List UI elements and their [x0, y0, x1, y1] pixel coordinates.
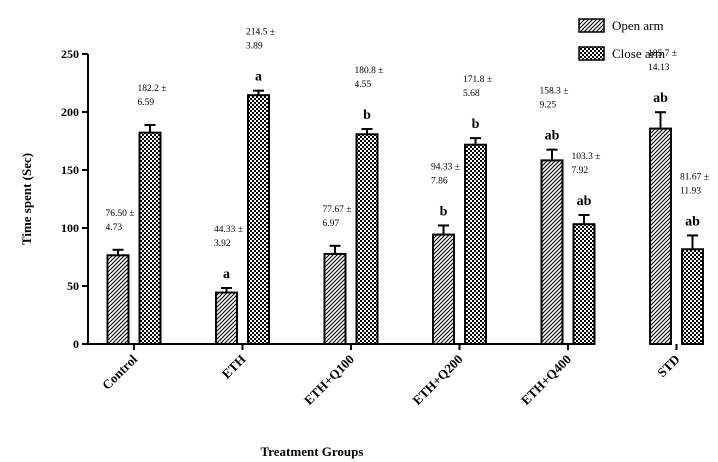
bar [432, 233, 455, 345]
x-tick-label: ETH [219, 352, 249, 382]
significance-label: a [255, 70, 262, 85]
bars [106, 89, 704, 346]
data-error-label: 4.73 [106, 223, 123, 233]
data-value-label: 180.8 ± [355, 66, 384, 76]
significance-label: ab [653, 91, 668, 106]
data-value-label: 158.3 ± [540, 87, 569, 97]
legend-label: Open arm [612, 18, 664, 33]
bar [323, 252, 347, 345]
data-value-label: 76.50 ± [106, 209, 135, 219]
bar [106, 254, 130, 345]
data-error-label: 9.25 [540, 101, 557, 111]
data-error-label: 11.93 [680, 186, 701, 196]
data-value-label: 81.67 ± [680, 172, 709, 182]
data-error-label: 7.92 [572, 166, 589, 176]
y-tick-label: 50 [67, 279, 79, 293]
data-value-label: 214.5 ± [246, 28, 275, 38]
data-value-label: 94.33 ± [431, 162, 460, 172]
data-value-label: 103.3 ± [572, 152, 601, 162]
bar [138, 131, 162, 345]
x-tick-label: ETH+Q400 [518, 352, 574, 408]
significance-label: b [440, 204, 448, 219]
significance-label: b [363, 108, 371, 123]
data-error-label: 7.86 [431, 176, 448, 186]
y-tick-label: 250 [61, 47, 79, 61]
data-labels: 76.50 ± 4.73 a 44.33 ± 3.92 77.67 ± 6.97 b 94.33… [106, 28, 709, 282]
significance-label: ab [577, 194, 592, 209]
bar [572, 223, 596, 345]
data-error-label: 5.68 [463, 89, 480, 99]
data-error-label: 6.97 [323, 219, 340, 229]
data-error-label: 3.92 [214, 239, 231, 249]
x-tick-label: Control [99, 351, 140, 392]
y-axis-title: Time spent (Sec) [19, 153, 34, 245]
data-error-label: 4.55 [355, 80, 372, 90]
x-axis-title: Treatment Groups [261, 444, 364, 459]
significance-label: a [223, 267, 230, 282]
legend-label: Close arm [612, 46, 665, 61]
bar [681, 248, 704, 345]
data-value-label: 171.8 ± [463, 75, 492, 85]
bar [247, 94, 270, 346]
data-value-label: 182.2 ± [138, 84, 167, 94]
data-value-label: 185.7 ± [648, 49, 677, 59]
data-error-label: 14.13 [648, 63, 670, 73]
bar [649, 127, 672, 345]
y-tick-label: 100 [61, 221, 79, 235]
bar [540, 159, 564, 345]
x-tick-label: STD [654, 352, 682, 380]
data-value-label: 44.33 ± [214, 225, 243, 235]
x-tick-label: ETH+Q200 [409, 352, 465, 408]
legend-swatch [578, 18, 605, 33]
x-tick-label: ETH+Q100 [301, 352, 357, 408]
bar [355, 133, 379, 345]
data-error-label: 6.59 [138, 98, 155, 108]
y-tick-label: 0 [73, 337, 79, 351]
bar [464, 143, 487, 345]
data-error-label: 3.89 [246, 42, 263, 52]
data-value-label: 77.67 ± [323, 205, 352, 215]
y-tick-label: 200 [61, 105, 79, 119]
bar [215, 291, 238, 346]
significance-label: b [472, 117, 480, 132]
significance-label: ab [545, 129, 560, 144]
y-tick-label: 150 [61, 163, 79, 177]
legend: Open arm Close arm [578, 18, 665, 61]
legend-swatch [578, 46, 605, 61]
significance-label: ab [685, 214, 700, 229]
